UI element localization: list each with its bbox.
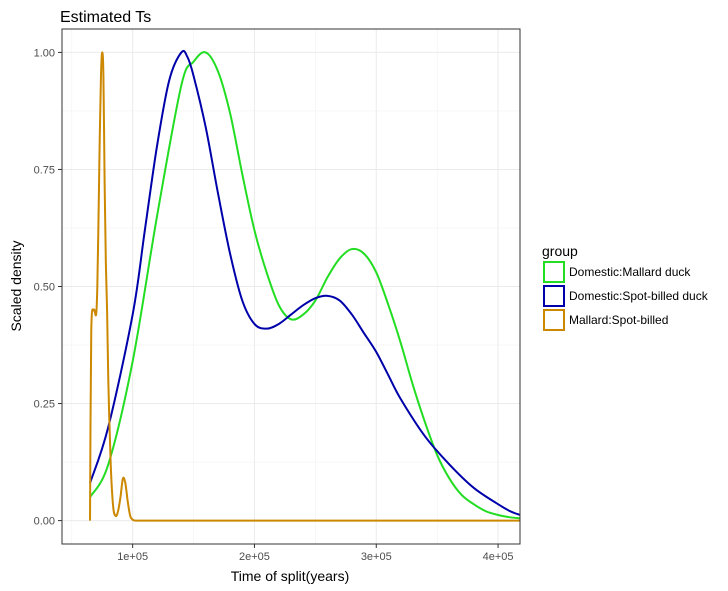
chart-title: Estimated Ts — [60, 9, 151, 26]
legend-key — [543, 285, 565, 307]
series-line-2 — [89, 49, 521, 516]
x-tick-label: 1e+05 — [117, 551, 148, 563]
x-tick-label: 4e+05 — [483, 551, 514, 563]
legend-key — [543, 309, 565, 331]
legend-label: Domestic:Mallard duck — [569, 265, 691, 279]
legend-label: Mallard:Spot-billed — [569, 313, 668, 327]
plot-area — [61, 28, 521, 545]
series-line-3 — [89, 51, 520, 522]
y-tick-label: 0.75 — [34, 164, 55, 176]
y-tick-label: 0.00 — [34, 516, 55, 528]
grid — [62, 29, 520, 544]
series-line-1 — [89, 51, 521, 520]
x-tick-label: 2e+05 — [239, 551, 270, 563]
legend-title: group — [542, 243, 578, 259]
legend: group Domestic:Mallard duck Domestic:Spot… — [542, 243, 709, 331]
y-tick-label: 1.00 — [34, 47, 55, 59]
y-tick-label: 0.25 — [34, 399, 55, 411]
y-axis-title: Scaled density — [8, 240, 24, 331]
y-axis: 0.00 0.25 0.50 0.75 1.00 — [34, 47, 62, 528]
x-axis: 1e+05 2e+05 3e+05 4e+05 — [117, 544, 514, 563]
legend-key — [543, 261, 565, 283]
y-tick-label: 0.50 — [34, 282, 55, 294]
x-axis-title: Time of split(years) — [231, 568, 350, 584]
legend-label: Domestic:Spot-billed duck — [569, 289, 709, 303]
series-layer — [89, 49, 521, 522]
x-tick-label: 3e+05 — [361, 551, 392, 563]
